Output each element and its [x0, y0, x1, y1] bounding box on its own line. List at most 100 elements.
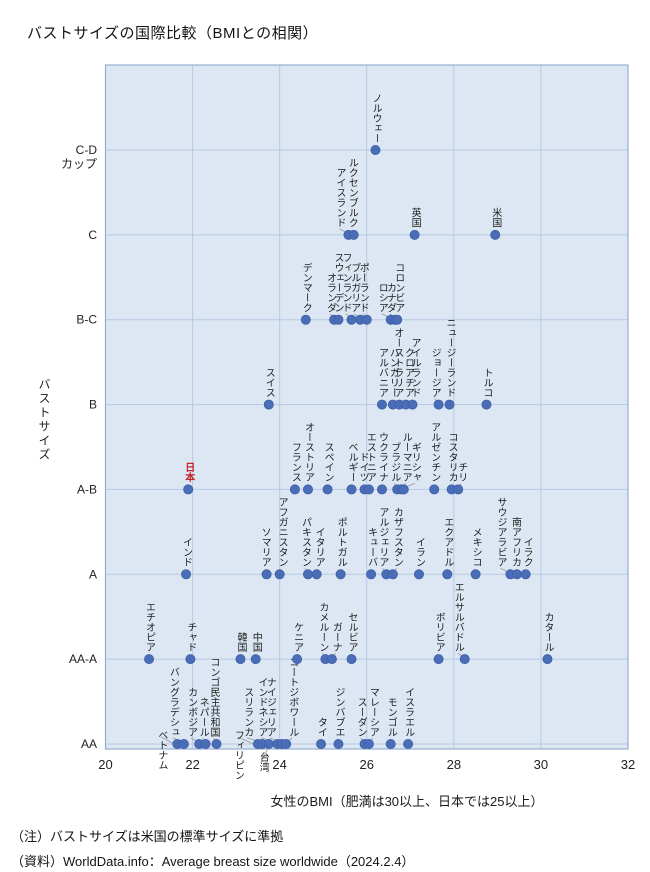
- data-point: [333, 738, 344, 749]
- y-category-label: B-C: [76, 313, 97, 327]
- data-point: [211, 738, 222, 749]
- data-point: [326, 654, 337, 665]
- country-label: カンボジア: [186, 687, 198, 737]
- country-label: ボリビア: [433, 612, 445, 652]
- country-label: ナイジェリア: [264, 677, 276, 737]
- data-point: [274, 569, 285, 580]
- data-point: [302, 569, 313, 580]
- y-category-label-suffix: カップ: [61, 157, 97, 171]
- country-label: ベルギー: [346, 442, 358, 482]
- x-tick-label: 26: [360, 757, 374, 772]
- country-label: スリランカ: [242, 687, 253, 737]
- country-label: ガーナ: [330, 622, 341, 652]
- country-label: ドイツ: [357, 452, 369, 482]
- country-label: コスタリカ: [446, 432, 458, 482]
- country-label: アイスランド: [334, 168, 346, 228]
- data-point: [292, 654, 303, 665]
- country-label: コロンビア: [393, 263, 404, 313]
- data-point: [311, 569, 322, 580]
- country-label: ネパール: [197, 697, 209, 737]
- data-point: [263, 738, 274, 749]
- x-tick-label: 20: [98, 757, 112, 772]
- y-category-label: B: [89, 398, 97, 412]
- country-label: カタール: [542, 612, 554, 652]
- plot-border: [104, 64, 629, 750]
- country-label: メキシコ: [470, 527, 481, 567]
- country-label: コートジボワール: [287, 657, 299, 737]
- data-point: [261, 569, 272, 580]
- data-point: [346, 484, 357, 495]
- data-point: [453, 484, 464, 495]
- country-label: ノルウェー: [370, 93, 382, 143]
- country-label: ポーランド: [357, 263, 369, 313]
- data-point: [490, 229, 501, 240]
- data-point: [200, 738, 211, 749]
- data-point: [348, 229, 359, 240]
- data-point: [181, 569, 192, 580]
- country-label: ベトナム: [156, 730, 168, 770]
- country-label: ギリシャ: [409, 442, 420, 482]
- data-point: [542, 654, 553, 665]
- data-point: [398, 484, 409, 495]
- country-label: オーストリア: [302, 422, 313, 482]
- country-label: 日本: [183, 462, 195, 483]
- country-label: サウジアラビア: [495, 497, 507, 567]
- data-point: [376, 399, 387, 410]
- country-label: カナダ: [385, 283, 397, 313]
- data-point: [413, 569, 424, 580]
- data-point: [316, 738, 327, 749]
- country-label: 南アフリカ: [509, 516, 521, 567]
- country-label: フィリピン: [232, 730, 243, 780]
- y-category-label: A: [89, 567, 97, 581]
- country-label: ルーマニア: [400, 432, 412, 482]
- country-label: ロシア: [376, 283, 387, 313]
- country-label: エルサルバドル: [452, 582, 464, 652]
- data-point: [511, 569, 522, 580]
- x-tick-label: 24: [272, 757, 286, 772]
- country-label: ルクセンブルク: [346, 158, 358, 228]
- data-point: [185, 654, 196, 665]
- country-label: スイス: [263, 368, 275, 398]
- data-point: [392, 314, 403, 325]
- country-label: コンゴ民主共和国: [208, 657, 220, 738]
- data-point: [376, 484, 387, 495]
- country-label: ポルトガル: [335, 517, 347, 567]
- data-point: [366, 569, 377, 580]
- data-point: [346, 314, 357, 325]
- country-label: トルコ: [481, 368, 493, 398]
- data-point: [442, 569, 453, 580]
- y-category-label: AA-A: [69, 652, 97, 666]
- data-point: [178, 738, 189, 749]
- country-label: フィンランド: [340, 253, 351, 313]
- country-label: セルビア: [346, 612, 358, 652]
- country-label: アイルランド: [409, 338, 421, 398]
- data-point: [281, 738, 292, 749]
- country-label: クロアチア: [402, 347, 413, 397]
- x-tick-label: 32: [621, 757, 635, 772]
- data-point: [363, 484, 374, 495]
- y-category-label: A-B: [77, 482, 97, 496]
- country-label: ソマリア: [259, 527, 270, 567]
- country-label: インドネシア: [256, 677, 268, 737]
- country-label: カメルーン: [317, 602, 329, 652]
- country-label: アルジェリア: [377, 507, 389, 567]
- data-point: [250, 654, 261, 665]
- country-label: ウクライナ: [376, 432, 388, 482]
- y-category-label: C-D: [76, 143, 98, 157]
- data-point: [300, 314, 311, 325]
- data-point: [322, 484, 333, 495]
- x-axis-title: 女性のBMI（肥満は30以上、日本では25以上）: [270, 794, 543, 809]
- country-label: パキスタン: [299, 517, 311, 567]
- data-point: [470, 569, 481, 580]
- country-label: ケニア: [292, 622, 304, 652]
- data-point: [144, 654, 155, 665]
- country-label: タイ: [316, 717, 328, 737]
- data-point: [346, 654, 357, 665]
- data-point: [429, 484, 440, 495]
- country-label: アフガニスタン: [276, 497, 288, 567]
- country-label: チャド: [185, 622, 196, 652]
- data-point: [289, 484, 300, 495]
- data-point: [361, 314, 372, 325]
- data-point: [370, 144, 381, 155]
- country-label: アルバニア: [376, 348, 388, 398]
